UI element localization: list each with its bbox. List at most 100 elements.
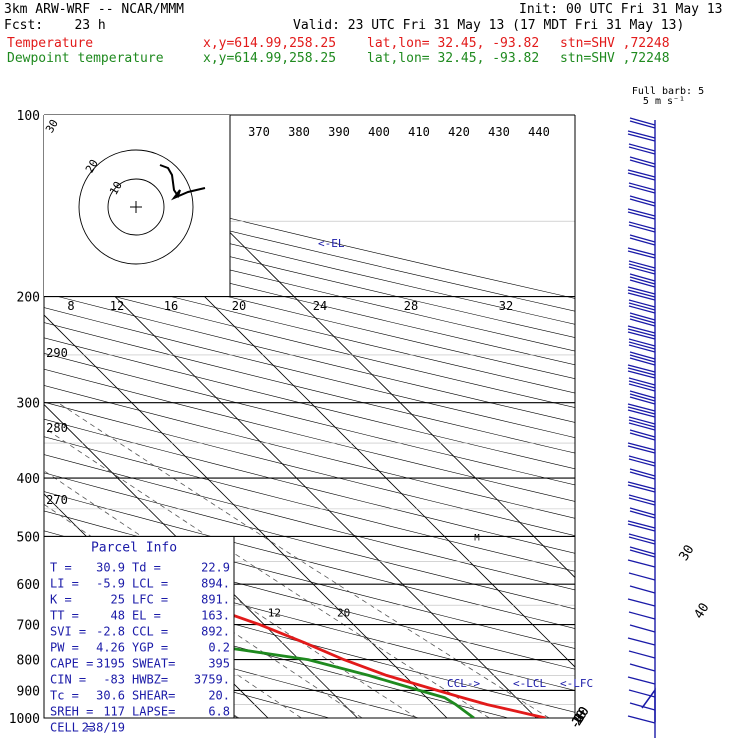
hodograph-background xyxy=(44,115,230,296)
parcel-value: 3759. xyxy=(194,672,230,686)
kts-tick-label: 24 xyxy=(313,299,327,313)
wind-barb xyxy=(628,455,656,464)
parcel-label: CCL = xyxy=(132,624,168,638)
wind-barb xyxy=(628,419,656,428)
wind-barb xyxy=(629,471,656,480)
parcel-label: K = xyxy=(50,592,72,606)
parcel-label: CAPE = xyxy=(50,656,93,670)
parcel-value: 30.9 xyxy=(96,560,125,574)
parcel-label: CIN = xyxy=(50,672,86,686)
wind-barb xyxy=(628,572,656,581)
wind-barb xyxy=(627,328,656,337)
dewpoint-legend: Dewpoint temperature xyxy=(7,51,164,66)
wind-barb xyxy=(628,224,656,233)
parcel-value: 48 xyxy=(111,608,125,622)
parcel-value: 238/19 xyxy=(82,720,125,734)
wind-barb xyxy=(627,406,656,415)
parcel-value: 0.2 xyxy=(208,640,230,654)
wind-barb xyxy=(627,370,656,379)
wind-barb xyxy=(629,396,656,405)
wind-barb xyxy=(629,432,656,441)
hodograph-ring-label: 30 xyxy=(43,117,61,135)
wind-barb xyxy=(629,357,656,366)
theta-label: 390 xyxy=(328,125,350,139)
mixing-ratio-label: 20 xyxy=(337,607,350,620)
theta-label: 380 xyxy=(288,125,310,139)
isotherm-line xyxy=(44,224,537,718)
wind-barb xyxy=(629,468,656,477)
theta-label: 400 xyxy=(368,125,390,139)
mixing-ratio-label: 12 xyxy=(268,607,281,620)
parcel-label: LFC = xyxy=(132,592,168,606)
wind-barb xyxy=(627,208,656,217)
wind-barb xyxy=(627,481,656,490)
kts-tick-label: 28 xyxy=(404,299,418,313)
wind-barb xyxy=(627,559,656,568)
wind-barb xyxy=(629,351,656,360)
wind-barb xyxy=(627,292,656,301)
wind-barb xyxy=(628,497,656,506)
level-marker: M xyxy=(474,533,480,543)
wind-barb xyxy=(627,133,656,142)
parcel-label: SVI = xyxy=(50,624,86,638)
dewpoint-xy: x,y=614.99,258.25 xyxy=(203,51,337,66)
wind-barb xyxy=(627,520,656,529)
wind-barb xyxy=(629,354,656,363)
parcel-label: SWEAT= xyxy=(132,656,175,670)
wind-barb xyxy=(628,341,656,350)
parcel-value: 891. xyxy=(201,592,230,606)
wind-barb xyxy=(627,442,656,451)
parcel-value: 163. xyxy=(201,608,230,622)
wind-barb xyxy=(629,624,656,633)
parcel-value: -5.9 xyxy=(96,576,125,590)
temperature-legend: Temperature xyxy=(7,36,94,51)
wind-barb xyxy=(628,458,656,467)
parcel-label: HWBZ= xyxy=(132,672,168,686)
parcel-label: LCL = xyxy=(132,576,168,590)
wind-barb xyxy=(628,299,656,308)
wind-barb xyxy=(627,331,656,340)
parcel-label: LI = xyxy=(50,576,79,590)
pressure-label: 400 xyxy=(17,472,40,487)
kts-tick-label: 12 xyxy=(110,299,124,313)
forecast-hour: Fcst: 23 h xyxy=(4,18,106,33)
wind-barb xyxy=(629,390,656,399)
wind-barb xyxy=(627,637,656,646)
wind-barb xyxy=(627,715,656,724)
isotherm-label: 30 xyxy=(677,543,698,564)
wind-barb xyxy=(628,182,656,191)
wind-barb-lowlevel xyxy=(641,687,656,722)
wind-barb xyxy=(629,510,656,519)
parcel-label: SREH = xyxy=(50,704,93,718)
wind-barb xyxy=(627,169,656,178)
wind-barb xyxy=(629,195,656,204)
parcel-label: TT = xyxy=(50,608,79,622)
temperature-latlon: lat,lon= 32.45, -93.82 xyxy=(367,36,540,51)
theta-label: 420 xyxy=(448,125,470,139)
parcel-title: Parcel Info xyxy=(91,540,177,555)
full-barb-note: Full barb: 5 xyxy=(632,86,704,97)
parcel-value: 3195 xyxy=(96,656,125,670)
parcel-label: PW = xyxy=(50,640,79,654)
parcel-label: EL = xyxy=(132,608,161,622)
level-annotation: <-LCL xyxy=(513,677,546,690)
wind-barb xyxy=(627,367,656,376)
parcel-box xyxy=(43,535,235,719)
pressure-label: 300 xyxy=(17,397,40,412)
wind-barb xyxy=(627,364,656,373)
kts-tick-label: 16 xyxy=(164,299,178,313)
wind-barb xyxy=(627,247,656,256)
parcel-info-box: Parcel Info T = 30.9 Td = 22.9 LI = -5.9 LCL = 8… xyxy=(43,535,235,734)
wind-barb xyxy=(628,422,656,431)
temperature-xy: x,y=614.99,258.25 xyxy=(203,36,337,51)
wind-barb xyxy=(629,549,656,558)
wind-barb xyxy=(628,533,656,542)
wind-barb xyxy=(628,611,656,620)
header: 3km ARW-WRF -- NCAR/MMM Init: 00 UTC Fri… xyxy=(0,0,740,70)
parcel-value: 892. xyxy=(201,624,230,638)
parcel-value: 20. xyxy=(208,688,230,702)
wind-barb xyxy=(628,305,656,314)
parcel-label: SHEAR= xyxy=(132,688,175,702)
isotherm-line xyxy=(44,314,448,718)
wind-barb xyxy=(628,221,656,230)
